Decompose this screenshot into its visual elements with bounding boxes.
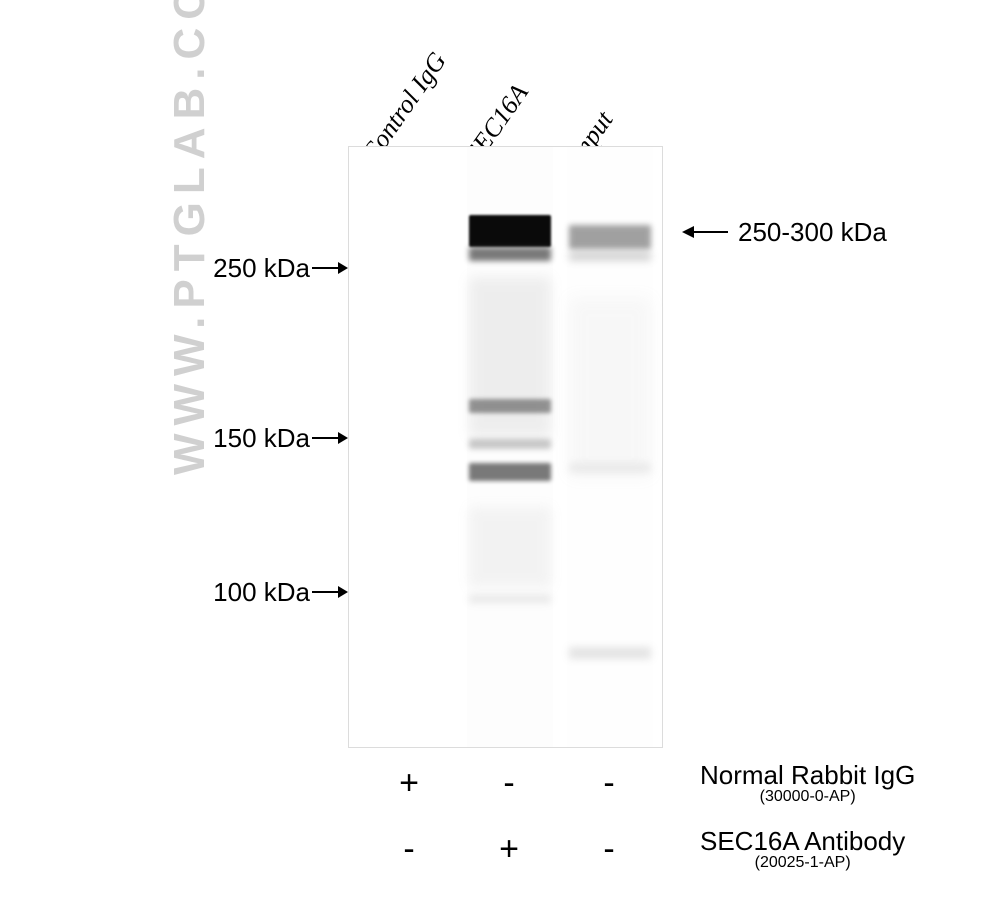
treatment-row-label: Normal Rabbit IgG(30000-0-AP)	[700, 762, 915, 806]
arrow-left-icon	[682, 224, 728, 240]
plus-mark: +	[394, 764, 424, 803]
watermark: WWW.PTGLAB.COM	[165, 0, 215, 475]
treatment-row-label-main: Normal Rabbit IgG	[700, 762, 915, 789]
minus-mark: -	[594, 830, 624, 869]
band	[569, 297, 651, 477]
blot-lane-control-igg	[367, 147, 453, 747]
blot-membrane	[348, 146, 663, 748]
blot-lane-sec16a	[467, 147, 553, 747]
band	[569, 463, 651, 473]
treatment-row-label: SEC16A Antibody(20025-1-AP)	[700, 828, 905, 872]
arrow-right-icon	[312, 260, 348, 276]
minus-mark: -	[594, 764, 624, 803]
mw-marker-label: 150 kDa	[213, 423, 310, 454]
treatment-row-sublabel: (20025-1-AP)	[700, 855, 905, 872]
figure-container: WWW.PTGLAB.COM Control IgGSEC16AInput 25…	[0, 0, 1000, 903]
mw-marker-label: 100 kDa	[213, 577, 310, 608]
band	[469, 439, 551, 449]
band	[469, 595, 551, 603]
treatment-row-sublabel: (30000-0-AP)	[700, 789, 915, 806]
blot-lane-input	[567, 147, 653, 747]
band	[469, 215, 551, 247]
minus-mark: -	[494, 764, 524, 803]
band	[469, 507, 551, 587]
plus-mark: +	[494, 830, 524, 869]
minus-mark: -	[394, 830, 424, 869]
band	[469, 463, 551, 481]
band	[569, 647, 651, 659]
band	[469, 399, 551, 413]
band	[469, 277, 551, 437]
arrow-right-icon	[312, 584, 348, 600]
treatment-row-label-main: SEC16A Antibody	[700, 828, 905, 855]
arrow-right-icon	[312, 430, 348, 446]
band	[469, 247, 551, 261]
target-mw-label: 250-300 kDa	[738, 217, 887, 248]
mw-marker-label: 250 kDa	[213, 253, 310, 284]
band	[569, 251, 651, 261]
band	[569, 225, 651, 249]
